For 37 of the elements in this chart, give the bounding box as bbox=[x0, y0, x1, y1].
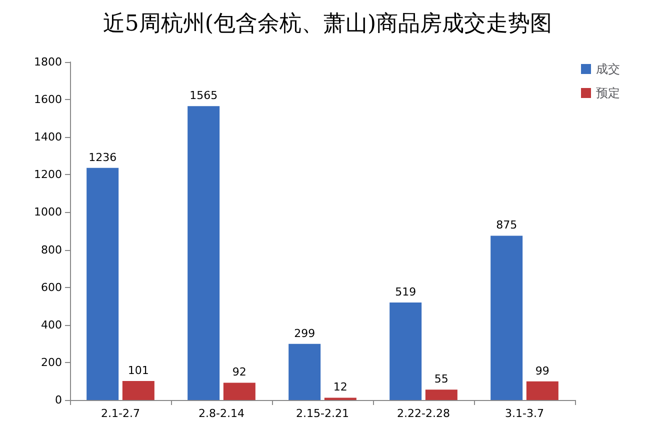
y-tick-label: 0 bbox=[55, 394, 62, 406]
x-tick-label: 2.8-2.14 bbox=[198, 407, 244, 420]
y-tick-label: 1400 bbox=[34, 130, 62, 144]
x-tick-label: 2.22-2.28 bbox=[397, 407, 450, 420]
legend-label: 成交 bbox=[596, 62, 620, 76]
bar bbox=[223, 382, 256, 400]
bar bbox=[288, 344, 321, 400]
data-label: 92 bbox=[232, 366, 246, 379]
y-tick-label: 200 bbox=[41, 356, 62, 369]
y-tick-label: 1600 bbox=[34, 93, 62, 106]
y-tick-label: 400 bbox=[41, 318, 62, 332]
data-label: 1565 bbox=[190, 89, 218, 102]
y-tick-label: 600 bbox=[41, 280, 62, 294]
x-tick-label: 2.1-2.7 bbox=[101, 407, 140, 420]
x-tick-label: 2.15-2.21 bbox=[296, 407, 349, 420]
x-tick-label: 3.1-3.7 bbox=[505, 407, 544, 420]
legend-label: 预定 bbox=[596, 86, 620, 100]
bar bbox=[425, 390, 458, 400]
data-label: 101 bbox=[128, 364, 149, 378]
bar bbox=[490, 236, 523, 400]
y-tick-label: 800 bbox=[41, 243, 62, 256]
data-label: 875 bbox=[496, 218, 518, 232]
y-tick-label: 1200 bbox=[34, 168, 62, 182]
bar bbox=[122, 381, 154, 400]
y-tick-label: 1800 bbox=[34, 56, 62, 68]
chart-title: 近5周杭州(包含余杭、萧山)商品房成交走势图 bbox=[102, 12, 552, 36]
data-label: 299 bbox=[294, 326, 316, 340]
data-label: 55 bbox=[434, 372, 448, 386]
bar bbox=[390, 302, 422, 400]
bar bbox=[188, 106, 220, 400]
bar bbox=[526, 381, 558, 400]
data-label: 12 bbox=[333, 380, 348, 394]
data-label: 99 bbox=[535, 364, 550, 378]
y-tick-label: 1000 bbox=[34, 206, 62, 219]
bar bbox=[86, 168, 119, 400]
data-label: 1236 bbox=[88, 150, 117, 164]
data-label: 519 bbox=[395, 286, 416, 299]
